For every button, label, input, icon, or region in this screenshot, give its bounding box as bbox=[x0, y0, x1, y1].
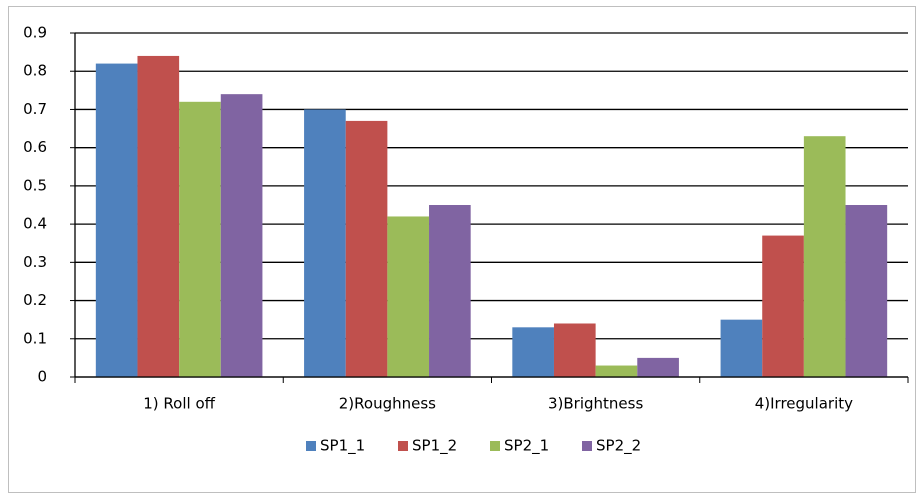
legend-swatch bbox=[306, 441, 316, 451]
bar bbox=[179, 101, 221, 378]
legend-swatch bbox=[490, 441, 500, 451]
bar bbox=[429, 205, 471, 377]
bar bbox=[512, 327, 554, 377]
legend-label: SP1_2 bbox=[412, 437, 457, 456]
y-tick-label: 0.6 bbox=[23, 138, 47, 156]
y-tick-label: 0.1 bbox=[23, 329, 47, 347]
x-tick-label: 4)Irregularity bbox=[755, 395, 853, 413]
bar bbox=[95, 63, 138, 377]
y-tick-label: 0.8 bbox=[23, 62, 47, 80]
y-tick-label: 0.4 bbox=[23, 215, 47, 233]
y-tick-label: 0.5 bbox=[23, 176, 47, 194]
legend-swatch bbox=[582, 441, 592, 451]
bar bbox=[345, 120, 388, 378]
y-tick-label: 0 bbox=[37, 368, 47, 386]
y-tick-label: 0.2 bbox=[23, 291, 47, 309]
bar bbox=[762, 235, 804, 377]
bar bbox=[637, 357, 679, 377]
legend-label: SP2_2 bbox=[596, 437, 641, 456]
bar bbox=[803, 136, 846, 377]
x-tick-label: 1) Roll off bbox=[143, 395, 215, 413]
bar bbox=[387, 216, 430, 377]
bar bbox=[595, 365, 638, 377]
x-tick-label: 3)Brightness bbox=[548, 395, 643, 413]
legend-label: SP2_1 bbox=[504, 437, 549, 456]
bar bbox=[137, 55, 180, 377]
legend-label: SP1_1 bbox=[320, 437, 365, 456]
bar bbox=[220, 94, 263, 378]
bar bbox=[553, 323, 596, 377]
legend-swatch bbox=[398, 441, 408, 451]
y-tick-label: 0.9 bbox=[23, 24, 47, 42]
x-tick-label: 2)Roughness bbox=[339, 395, 436, 413]
y-tick-label: 0.3 bbox=[23, 253, 47, 271]
bar bbox=[304, 109, 346, 377]
bar bbox=[720, 319, 763, 377]
y-tick-label: 0.7 bbox=[23, 100, 47, 118]
bar bbox=[845, 205, 888, 377]
